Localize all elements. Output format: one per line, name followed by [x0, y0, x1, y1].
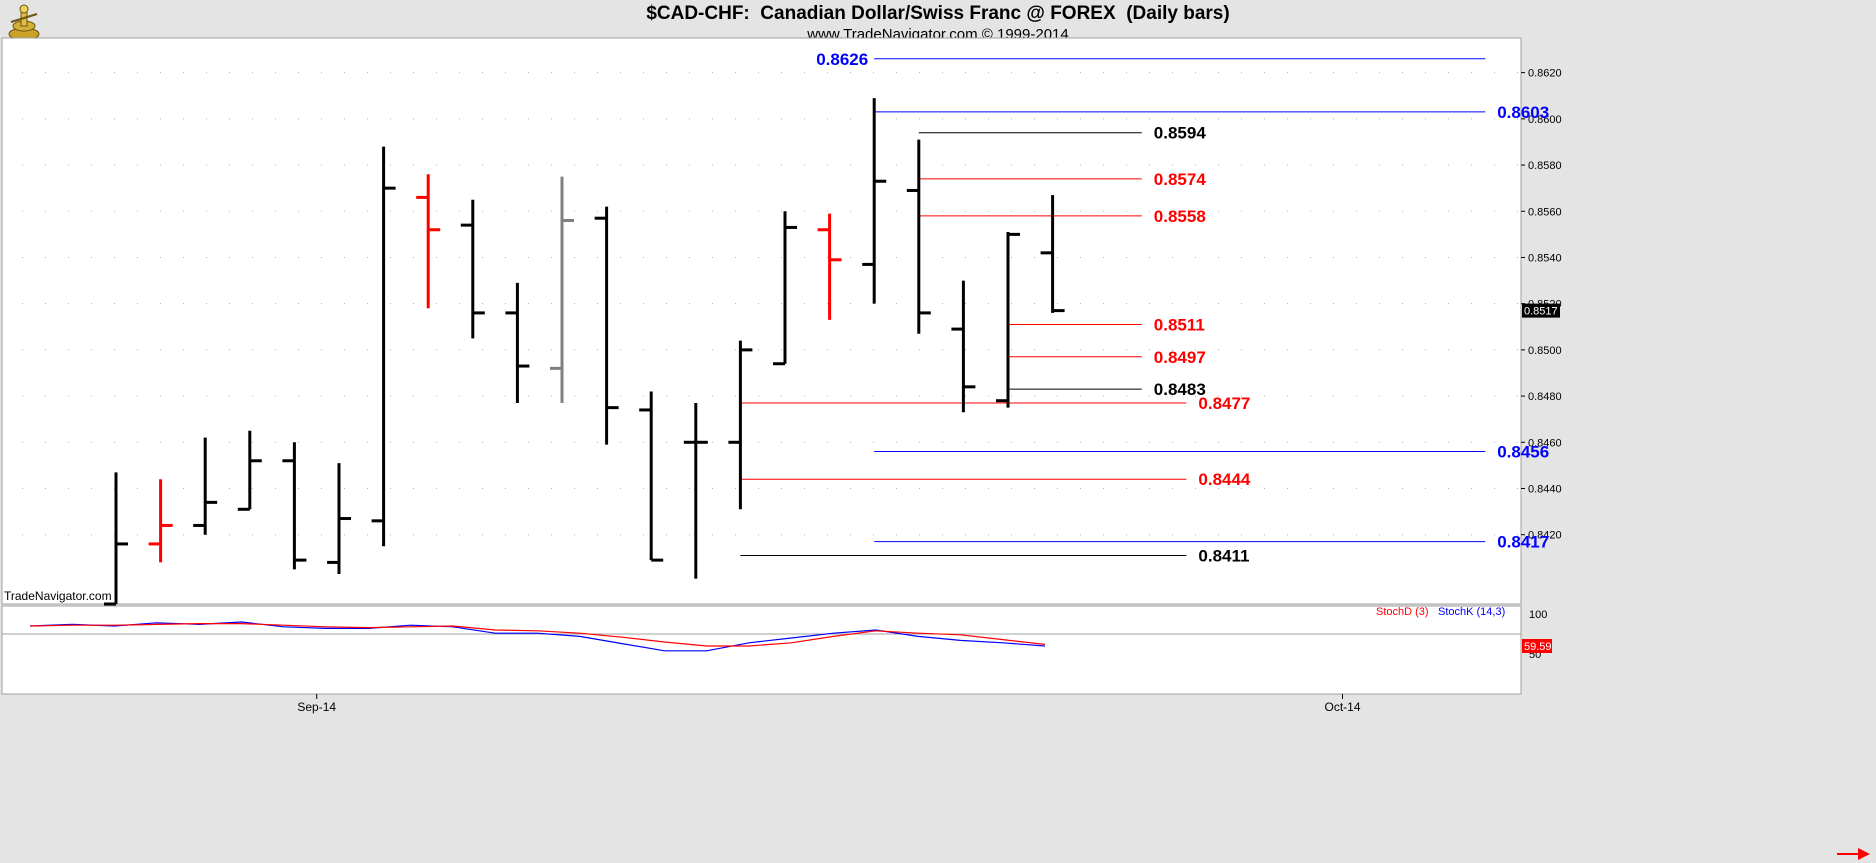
level-label: 0.8558	[1154, 207, 1206, 226]
level-label: 0.8511	[1154, 315, 1205, 334]
ohlc-bar	[505, 282, 530, 404]
tradenavigator-logo-icon	[3, 2, 45, 44]
ohlc-bar	[327, 463, 351, 574]
y-tick-label: 0.8480	[1528, 391, 1562, 403]
ohlc-bar	[193, 437, 218, 535]
level-label: 0.8594	[1154, 124, 1207, 143]
level-label: 0.8626	[816, 50, 868, 69]
x-tick-label: Sep-14	[297, 700, 336, 714]
level-label: 0.8477	[1198, 394, 1250, 413]
y-tick-label: 0.8500	[1528, 345, 1562, 357]
ohlc-bar	[683, 403, 708, 579]
level-label: 0.8574	[1154, 170, 1207, 189]
level-label: 0.8417	[1497, 533, 1549, 552]
stoch-y-tick-label: 100	[1529, 609, 1547, 621]
last-price-badge	[1522, 303, 1560, 318]
ohlc-bar	[550, 176, 574, 404]
ohlc-bar	[237, 430, 262, 511]
y-tick-label: 0.8440	[1528, 483, 1562, 495]
stoch-line	[29, 622, 1046, 647]
level-label: 0.8456	[1497, 443, 1549, 462]
ohlc-bar	[906, 139, 931, 334]
scroll-right-arrow-icon[interactable]	[1836, 847, 1872, 861]
y-tick-label: 0.8600	[1528, 114, 1562, 126]
price-panel	[1, 37, 1522, 605]
ohlc-bar	[1040, 195, 1065, 313]
ohlc-bar	[416, 174, 441, 309]
stoch-last-label: 59.59	[1524, 641, 1552, 653]
ohlc-bar	[862, 98, 887, 304]
level-label: 0.8603	[1497, 103, 1549, 122]
ohlc-bar	[460, 199, 485, 339]
level-label: 0.8444	[1198, 470, 1251, 489]
watermark-text: TradeNavigator.com	[4, 589, 112, 603]
ohlc-bar	[594, 206, 619, 445]
ohlc-bar	[639, 391, 664, 562]
ohlc-bar	[951, 280, 976, 413]
stoch-line	[29, 621, 1046, 652]
last-price-label: 0.8517	[1524, 306, 1558, 318]
ohlc-bar	[773, 211, 797, 366]
chart-title: $CAD-CHF: Canadian Dollar/Swiss Franc @ …	[646, 3, 1230, 24]
ohlc-bar	[996, 232, 1020, 408]
stoch-last-badge	[1522, 639, 1552, 653]
x-tick-label: Oct-14	[1324, 700, 1360, 714]
ohlc-bar	[371, 146, 396, 547]
y-tick-label: 0.8560	[1528, 206, 1562, 218]
ohlc-bar	[104, 472, 128, 606]
y-tick-label: 0.8580	[1528, 160, 1562, 172]
ohlc-bar	[817, 213, 842, 320]
y-tick-label: 0.8620	[1528, 68, 1562, 80]
ohlc-bar	[728, 340, 753, 510]
level-label: 0.8497	[1154, 348, 1206, 367]
ohlc-bar	[282, 442, 307, 570]
y-tick-label: 0.8540	[1528, 252, 1562, 264]
ohlc-bar	[148, 479, 173, 563]
indicator-panel	[1, 605, 1522, 695]
level-label: 0.8483	[1154, 380, 1206, 399]
y-tick-label: 0.8420	[1528, 530, 1562, 542]
level-label: 0.8411	[1198, 546, 1249, 565]
legend-stochk: StochK (14,3)	[1438, 606, 1505, 618]
legend-stochd: StochD (3)	[1376, 606, 1429, 618]
y-tick-label: 0.8460	[1528, 437, 1562, 449]
